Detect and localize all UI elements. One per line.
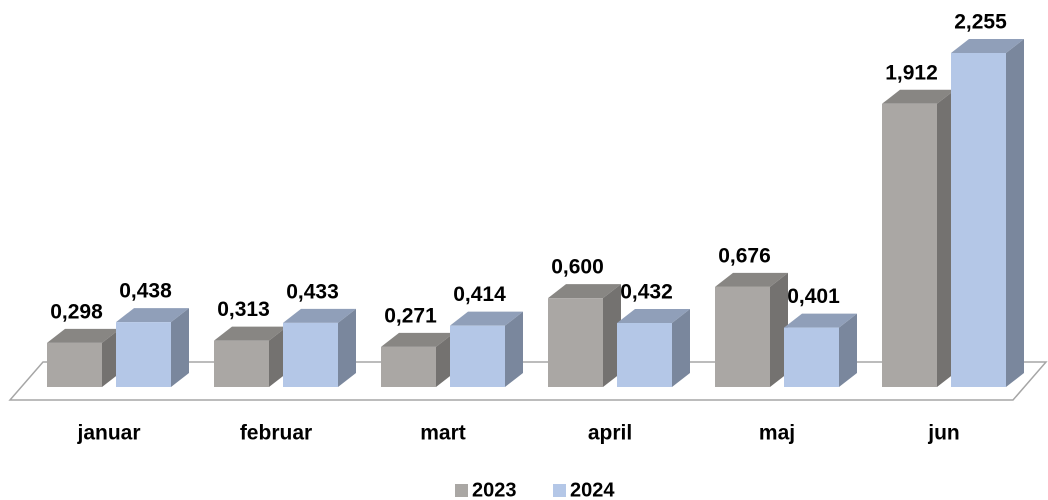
bar-top xyxy=(882,89,955,104)
bar xyxy=(548,298,603,387)
bar-top xyxy=(116,308,189,323)
bar-side xyxy=(171,308,189,387)
bar-side xyxy=(338,308,356,387)
bar-top xyxy=(381,332,454,347)
bar-top xyxy=(47,328,120,343)
value-label: 2,255 xyxy=(954,11,1007,34)
bar-top xyxy=(548,284,621,299)
bar-top xyxy=(784,313,857,328)
value-label: 0,298 xyxy=(50,300,103,323)
value-label: 1,912 xyxy=(885,61,938,84)
x-tick-label: jun xyxy=(927,422,960,445)
bar xyxy=(47,342,102,387)
bar-top xyxy=(617,309,690,324)
value-label: 0,432 xyxy=(620,281,673,304)
bar-side xyxy=(505,311,523,387)
bar-side xyxy=(436,332,454,387)
x-tick-label: januar xyxy=(76,422,140,445)
x-tick-label: mart xyxy=(420,422,466,445)
value-label: 0,433 xyxy=(286,280,339,303)
bar xyxy=(882,103,937,387)
bar-top xyxy=(951,39,1024,53)
legend-swatch xyxy=(455,484,468,497)
bar xyxy=(450,325,505,387)
legend-label: 2024 xyxy=(570,479,615,500)
value-label: 0,438 xyxy=(119,280,172,303)
value-label: 0,401 xyxy=(787,285,840,308)
bar-side xyxy=(770,272,788,387)
bar-side xyxy=(269,326,287,387)
bar-top xyxy=(715,272,788,287)
bar xyxy=(715,286,770,387)
x-tick-label: april xyxy=(588,422,632,445)
legend-swatch xyxy=(553,484,566,497)
value-label: 0,414 xyxy=(453,283,506,306)
bar-top xyxy=(214,326,287,341)
bar xyxy=(951,53,1006,387)
value-label: 0,676 xyxy=(718,244,771,267)
legend-label: 2023 xyxy=(472,479,517,500)
bar xyxy=(617,323,672,387)
bar-side xyxy=(839,313,857,387)
bar-side xyxy=(937,89,955,387)
bar xyxy=(214,340,269,387)
value-label: 0,600 xyxy=(551,256,604,279)
x-tick-label: februar xyxy=(240,422,312,445)
value-label: 0,313 xyxy=(217,298,270,321)
x-tick-label: maj xyxy=(759,422,795,445)
bar-side xyxy=(102,328,120,387)
bar xyxy=(381,346,436,387)
bar-top xyxy=(283,308,356,323)
bar-side xyxy=(603,284,621,387)
bar xyxy=(283,322,338,387)
bar-side xyxy=(1006,39,1024,387)
bar xyxy=(784,327,839,387)
bar xyxy=(116,322,171,387)
bar-side xyxy=(672,309,690,387)
value-label: 0,271 xyxy=(384,304,437,327)
bar-top xyxy=(450,311,523,326)
